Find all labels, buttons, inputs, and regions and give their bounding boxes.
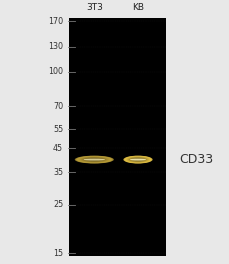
Ellipse shape xyxy=(81,157,106,162)
Ellipse shape xyxy=(133,158,142,161)
Ellipse shape xyxy=(131,158,143,161)
Ellipse shape xyxy=(84,158,104,162)
Ellipse shape xyxy=(87,158,101,161)
Ellipse shape xyxy=(128,157,147,162)
Text: KB: KB xyxy=(131,3,143,12)
Text: 25: 25 xyxy=(53,200,63,209)
Bar xyxy=(69,18,165,256)
Ellipse shape xyxy=(82,157,106,162)
Ellipse shape xyxy=(129,157,146,162)
Ellipse shape xyxy=(126,157,148,163)
Text: 70: 70 xyxy=(53,102,63,111)
Ellipse shape xyxy=(123,155,152,163)
Text: 15: 15 xyxy=(53,249,63,258)
Ellipse shape xyxy=(79,157,109,163)
Ellipse shape xyxy=(132,158,142,161)
Ellipse shape xyxy=(78,156,109,163)
Ellipse shape xyxy=(134,159,140,160)
Text: 170: 170 xyxy=(48,17,63,26)
Text: 100: 100 xyxy=(48,67,63,76)
Text: 55: 55 xyxy=(53,125,63,134)
Ellipse shape xyxy=(127,157,148,162)
Ellipse shape xyxy=(129,159,145,161)
Ellipse shape xyxy=(131,158,144,161)
Ellipse shape xyxy=(77,156,110,163)
Text: 3T3: 3T3 xyxy=(85,3,102,12)
Text: 45: 45 xyxy=(53,144,63,153)
Text: 130: 130 xyxy=(48,42,63,51)
Ellipse shape xyxy=(89,159,99,161)
Ellipse shape xyxy=(125,156,150,163)
Ellipse shape xyxy=(74,155,113,163)
Ellipse shape xyxy=(80,157,108,162)
Ellipse shape xyxy=(83,157,105,162)
Ellipse shape xyxy=(130,158,145,162)
Ellipse shape xyxy=(83,159,105,161)
Ellipse shape xyxy=(90,159,98,160)
Ellipse shape xyxy=(126,156,149,163)
Ellipse shape xyxy=(123,156,151,163)
Ellipse shape xyxy=(134,159,141,161)
Ellipse shape xyxy=(75,156,112,163)
Ellipse shape xyxy=(85,158,103,161)
Text: 35: 35 xyxy=(53,168,63,177)
Ellipse shape xyxy=(76,156,112,163)
Ellipse shape xyxy=(86,158,102,161)
Text: CD33: CD33 xyxy=(179,153,213,166)
Ellipse shape xyxy=(124,156,150,163)
Ellipse shape xyxy=(129,157,145,162)
Ellipse shape xyxy=(88,158,100,161)
